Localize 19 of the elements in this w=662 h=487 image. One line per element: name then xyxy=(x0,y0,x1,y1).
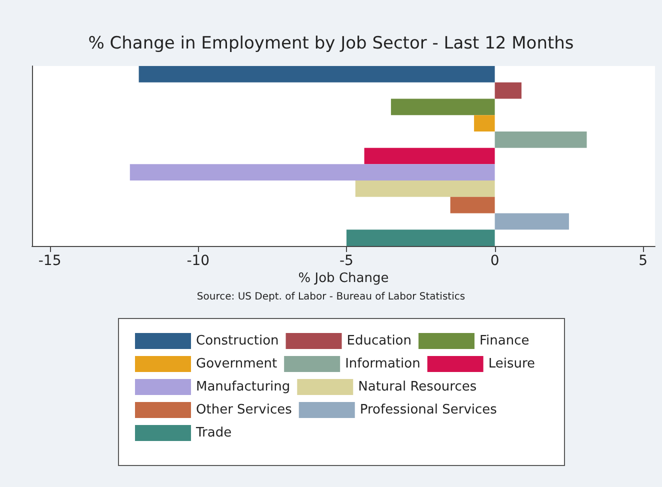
legend-label: Information xyxy=(345,356,420,372)
x-tick-label: 5 xyxy=(638,253,648,269)
x-tick-label: -5 xyxy=(339,253,354,269)
legend-label: Manufacturing xyxy=(196,380,290,394)
x-tick-label: 0 xyxy=(490,253,500,269)
legend-label: Finance xyxy=(479,334,530,348)
legend-label: Natural Resources xyxy=(358,380,477,394)
source-note: Source: US Dept. of Labor - Bureau of Labor Statistics xyxy=(196,292,466,302)
legend-label: Construction xyxy=(196,334,279,348)
legend-label: Leisure xyxy=(488,356,536,372)
legend-label: Government xyxy=(196,356,278,372)
x-tick-label: -10 xyxy=(186,253,210,269)
legend-label: Trade xyxy=(195,426,232,440)
x-axis-title: % Job Change xyxy=(298,271,389,286)
x-tick-label: -15 xyxy=(38,253,62,269)
legend-label: Education xyxy=(346,334,412,348)
chart-title: % Change in Employment by Job Sector - Last 12 Months xyxy=(88,34,574,54)
legend-label: Professional Services xyxy=(360,402,498,418)
legend-label: Other Services xyxy=(196,402,292,418)
